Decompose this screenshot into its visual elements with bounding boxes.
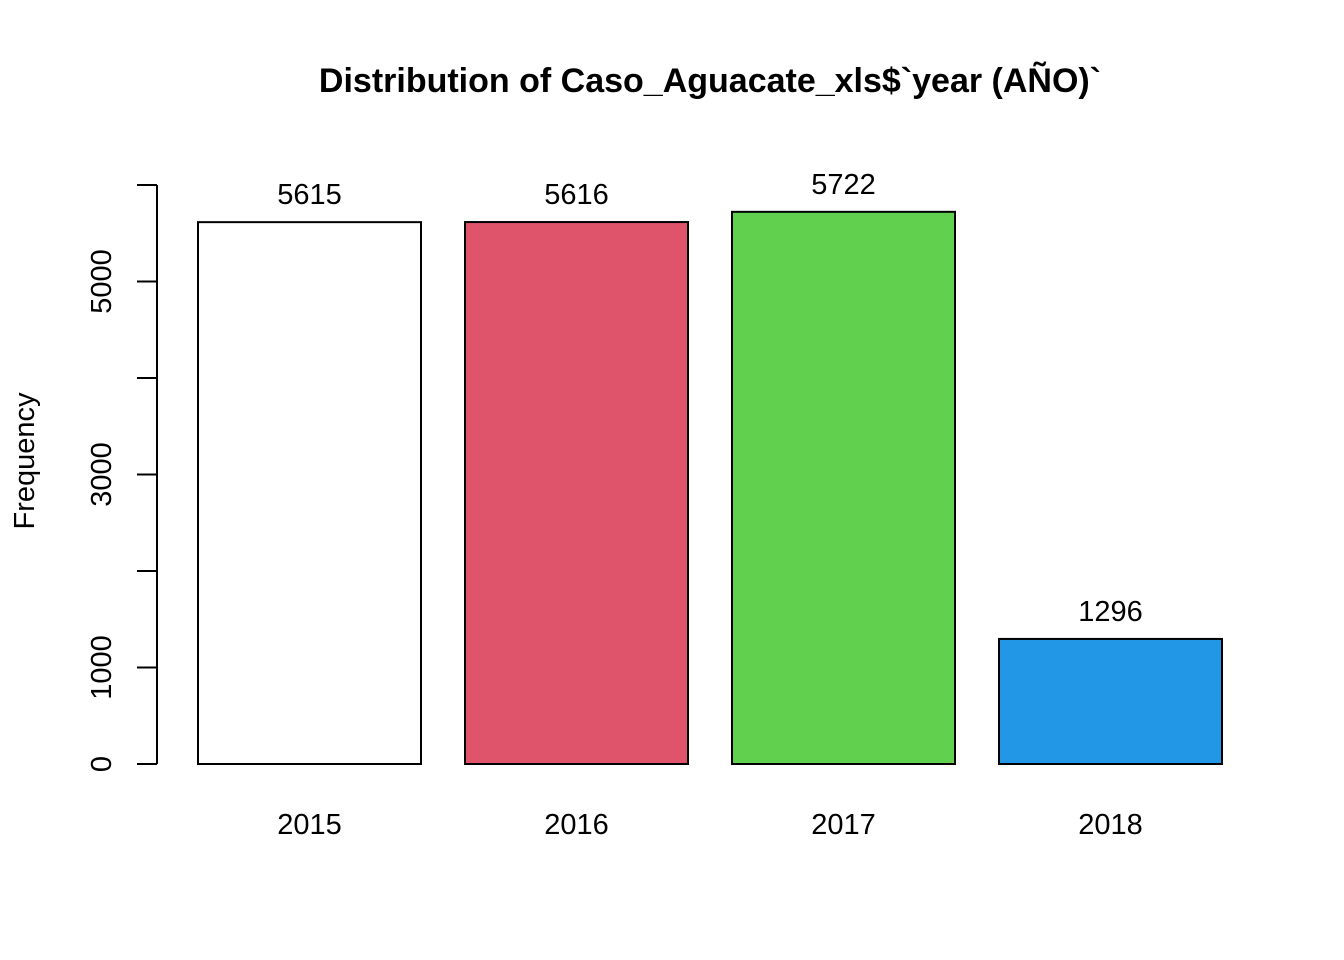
x-category-label: 2018 (1078, 809, 1143, 841)
x-category-label: 2015 (277, 809, 342, 841)
y-axis-label: Frequency (9, 392, 41, 530)
data-label-2018: 1296 (1078, 596, 1143, 628)
bar-2015 (197, 221, 422, 765)
y-axis: 0 1000 3000 5000 (86, 184, 158, 772)
x-category-labels: 2015 2016 2017 2018 (277, 809, 1143, 841)
y-tick-label: 1000 (86, 635, 118, 700)
bars (197, 210, 1223, 765)
y-tick-label: 3000 (86, 442, 118, 507)
bar-2017 (731, 210, 956, 765)
bar-2016 (464, 221, 689, 765)
y-tick-label: 5000 (86, 249, 118, 314)
y-tick-label: 0 (86, 756, 118, 772)
data-label-2015: 5615 (277, 179, 342, 211)
bar-2018 (998, 637, 1223, 765)
data-label-2017: 5722 (811, 169, 876, 201)
data-label-2016: 5616 (544, 179, 609, 211)
chart-title: Distribution of Caso_Aguacate_xls$`year … (319, 62, 1101, 100)
x-category-label: 2016 (544, 809, 609, 841)
data-labels: 5615 5616 5722 1296 (277, 169, 1143, 628)
x-category-label: 2017 (811, 809, 876, 841)
